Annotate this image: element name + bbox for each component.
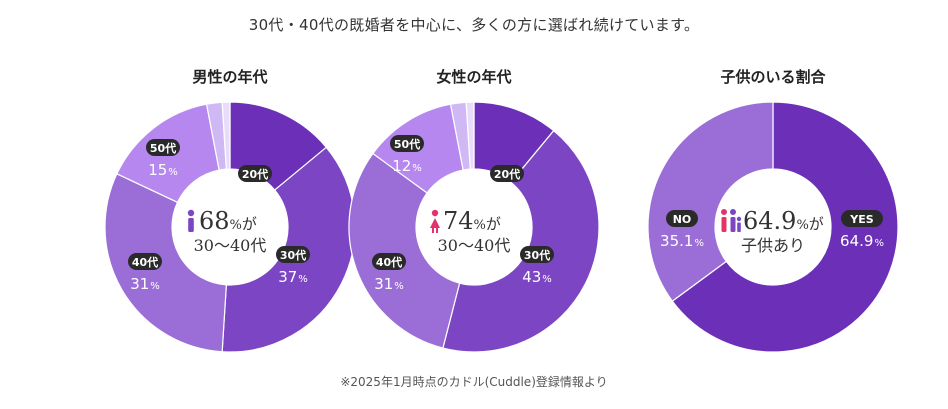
category-pill bbox=[390, 135, 424, 152]
center-caption: 30〜40代 bbox=[194, 236, 267, 255]
slice-value: 31% bbox=[374, 275, 404, 293]
slice-value: 35.1% bbox=[660, 232, 704, 250]
slice-label: NO 35.1% bbox=[660, 210, 704, 250]
headline: 30代・40代の既婚者を中心に、多くの方に選ばれ続けています。 bbox=[248, 16, 700, 34]
category-label: 40代 bbox=[376, 255, 402, 269]
slice-value: 37% bbox=[278, 268, 308, 286]
slice-value: 64.9% bbox=[840, 232, 884, 250]
center-summary: 74%が30〜40代 bbox=[430, 207, 510, 255]
man-icon bbox=[187, 209, 195, 232]
center-value: 74%が bbox=[443, 207, 501, 235]
slice-value: 15% bbox=[148, 161, 178, 179]
category-label: 30代 bbox=[280, 248, 306, 262]
chart-title: 子供のいる割合 bbox=[720, 68, 826, 86]
parent-child-icon bbox=[721, 209, 742, 232]
slice-value: 31% bbox=[130, 275, 160, 293]
category-label: 20代 bbox=[242, 167, 268, 181]
category-pill bbox=[666, 210, 698, 227]
center-value: 64.9%が bbox=[743, 207, 824, 235]
donut-hole bbox=[715, 169, 831, 285]
footnote: ※2025年1月時点のカドル(Cuddle)登録情報より bbox=[340, 375, 608, 389]
category-pill bbox=[128, 253, 162, 270]
donut-hole bbox=[416, 169, 532, 285]
slice-label: YES 64.9% bbox=[840, 210, 884, 250]
donut-hole bbox=[172, 169, 288, 285]
center-caption: 30〜40代 bbox=[438, 236, 511, 255]
category-pill bbox=[490, 165, 524, 182]
woman-icon bbox=[430, 209, 440, 233]
center-summary: 68%が30〜40代 bbox=[187, 207, 267, 255]
category-pill bbox=[238, 165, 272, 182]
category-pill bbox=[146, 139, 180, 156]
category-pill bbox=[276, 246, 310, 263]
chart-title: 女性の年代 bbox=[436, 68, 512, 86]
center-caption: 子供あり bbox=[741, 236, 805, 255]
category-pill bbox=[520, 246, 554, 263]
chart-panel-children-ratio: 子供のいる割合 YES 64.9% NO 35.1% 64.9%が 子供あり bbox=[643, 62, 903, 353]
category-label: NO bbox=[673, 213, 692, 226]
category-pill bbox=[372, 253, 406, 270]
category-label: YES bbox=[849, 213, 873, 226]
category-label: 40代 bbox=[132, 255, 158, 269]
center-value: 68%が bbox=[199, 207, 257, 235]
slice-value: 11% bbox=[492, 187, 522, 205]
category-label: 50代 bbox=[394, 137, 420, 151]
slice-value: 14% bbox=[240, 187, 270, 205]
category-pill bbox=[841, 210, 883, 227]
chart-panel-female-age: 女性の年代 20代 11% 30代 43% 40代 31% 50代 12% 74%が 30〜40代 bbox=[344, 62, 604, 353]
chart-title: 男性の年代 bbox=[192, 68, 268, 86]
chart-panel-male-age: 男性の年代 20代 14% 30代 37% 40代 31% 50代 15% 68%が 30〜40代 bbox=[100, 62, 360, 353]
slice-value: 43% bbox=[522, 268, 552, 286]
category-label: 30代 bbox=[524, 248, 550, 262]
slice-value: 12% bbox=[392, 157, 422, 175]
category-label: 50代 bbox=[150, 141, 176, 155]
category-label: 20代 bbox=[494, 167, 520, 181]
